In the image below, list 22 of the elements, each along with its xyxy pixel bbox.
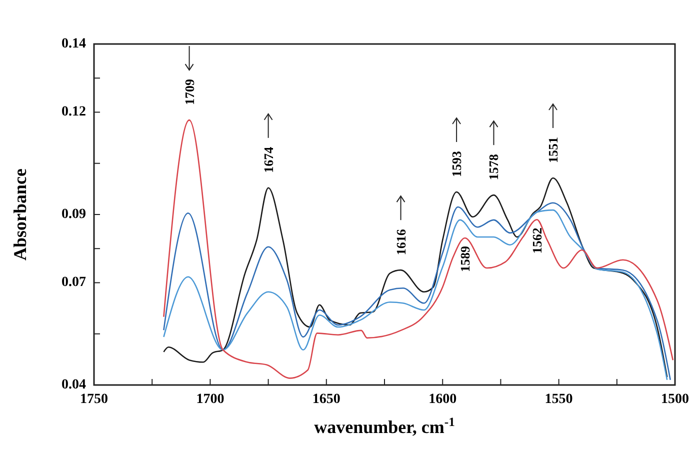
x-tick-label: 1550 [544,392,573,407]
x-tick-label: 1750 [80,392,108,407]
y-tick-label: 0.04 [62,378,86,392]
annotation: 1562 [529,228,544,254]
x-tick-label: 1600 [428,392,457,407]
y-tick-label: 0.14 [62,36,86,52]
annotation: 1578 [486,154,502,180]
x-axis-title: wavenumber, cm$^{-1}$ [314,415,455,437]
annotation: 1593 [449,150,464,177]
y-tick-label: 0.12 [62,104,86,120]
annotation: 1616 [393,228,408,256]
y-tick-label: 0.09 [62,207,86,222]
x-tick-label: 1700 [196,392,224,407]
y-tick-label: 0.07 [62,275,86,290]
line-series [163,119,674,379]
annotation: 1589 [457,246,472,272]
x-tick-label: 1500 [661,392,689,407]
annotation: 1551 [545,137,560,164]
x-tick-label: 1650 [312,392,340,407]
y-axis-title: Absorbance [10,168,30,261]
annotation: 1674 [260,146,276,173]
annotation: 1709 [182,78,197,106]
